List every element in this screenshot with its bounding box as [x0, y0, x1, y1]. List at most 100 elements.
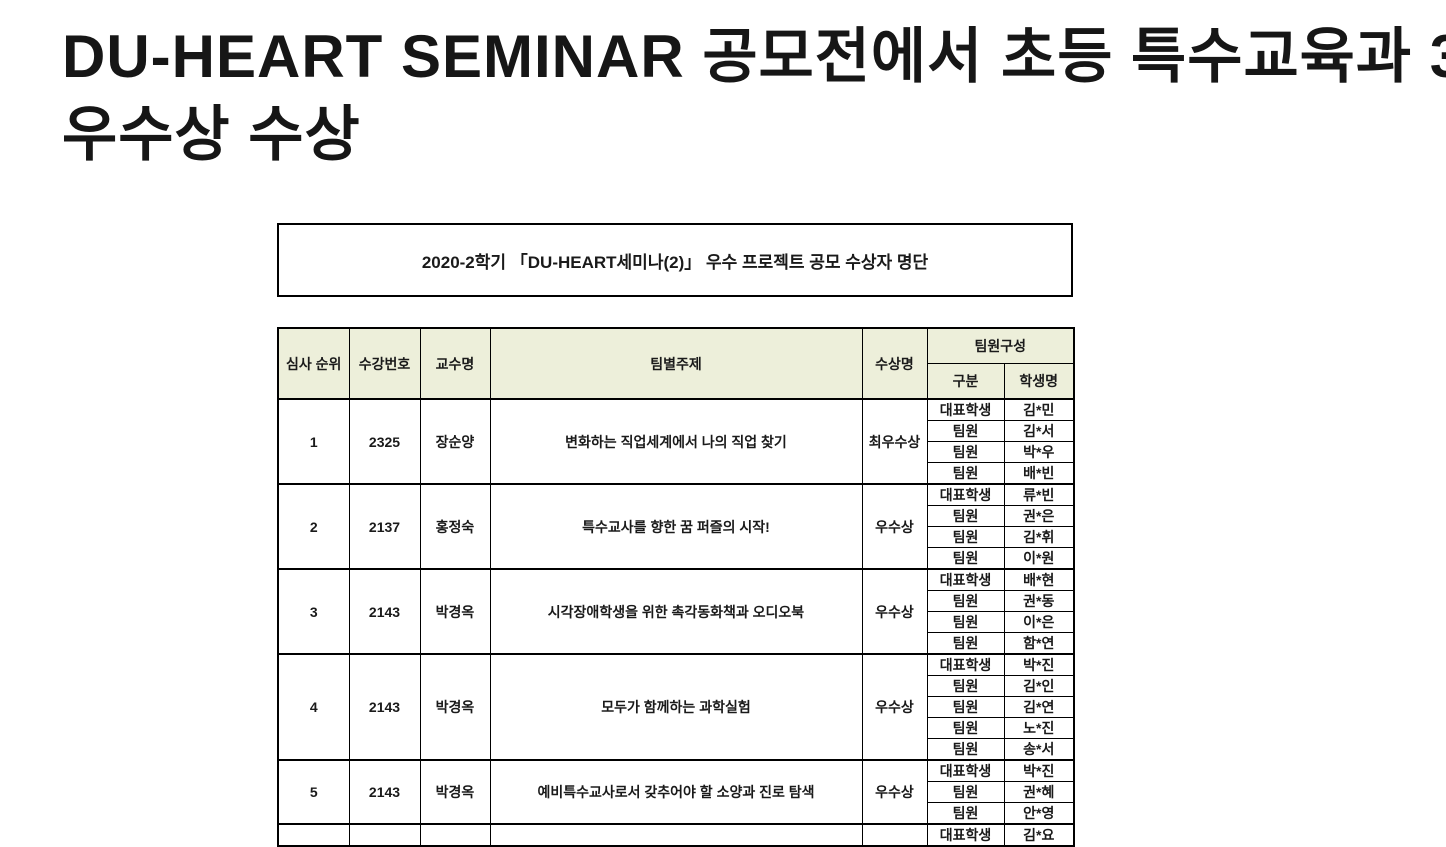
member-name-cell: 이*원: [1003, 547, 1075, 570]
topic-cell: 시각장애학생을 위한 촉각동화책과 오디오북: [489, 568, 863, 655]
award-cell: [861, 823, 928, 847]
professor-cell: 장순양: [419, 398, 491, 485]
member-role-cell: 팀원: [926, 547, 1005, 570]
topic-cell: 모두가 함께하는 과학실험: [489, 653, 863, 761]
member-role-cell: 팀원: [926, 420, 1005, 442]
member-role-cell: 팀원: [926, 696, 1005, 718]
header-award: 수상명: [861, 327, 928, 400]
rank-cell: 4: [277, 653, 350, 761]
member-role-cell: 팀원: [926, 462, 1005, 485]
winner-row-4-member-2: 팀원 김*인: [278, 675, 1075, 697]
topic-cell: 변화하는 직업세계에서 나의 직업 찾기: [489, 398, 863, 485]
course-no-cell: [348, 823, 421, 847]
winners-table-header: 심사 순위 수강번호 교수명 팀별주제 수상명 팀원구성 구분 학생명: [277, 327, 1075, 400]
member-role-cell: 대표학생: [926, 568, 1005, 591]
rank-cell: 2: [277, 483, 350, 570]
member-role-cell: 팀원: [926, 675, 1005, 697]
header-student: 학생명: [1003, 363, 1075, 400]
winner-row-4-member-1: 4 2143 박경옥 모두가 함께하는 과학실험 우수상 대표학생 박*진: [277, 653, 1075, 761]
member-name-cell: 권*은: [1003, 505, 1075, 527]
header-topic: 팀별주제: [489, 327, 863, 400]
topic-cell: 특수교사를 향한 꿈 퍼즐의 시작!: [489, 483, 863, 570]
winner-row-3-member-1: 3 2143 박경옥 시각장애학생을 위한 촉각동화책과 오디오북 우수상 대표학생 배*현: [277, 568, 1075, 655]
award-cell: 우수상: [861, 759, 928, 825]
member-role-cell: 대표학생: [926, 483, 1005, 506]
winners-table: 심사 순위 수강번호 교수명 팀별주제 수상명 팀원구성 구분 학생명 1 232…: [277, 327, 1075, 847]
member-role-cell: 팀원: [926, 611, 1005, 633]
member-name-cell: 박*진: [1003, 653, 1075, 676]
header-course-no: 수강번호: [348, 327, 421, 400]
member-role-cell: 대표학생: [926, 759, 1005, 782]
rank-cell: 1: [277, 398, 350, 485]
winner-row-5-member-1: 5 2143 박경옥 예비특수교사로서 갖추어야 할 소양과 진로 탐색 우수상 대표학생…: [277, 759, 1075, 825]
member-name-cell: 권*혜: [1003, 781, 1075, 803]
winner-row-4-member-3: 팀원 김*연: [278, 696, 1075, 718]
article-heading-line-2: 우수상 수상: [62, 101, 361, 168]
course-no-cell: 2143: [348, 653, 421, 761]
professor-cell: 박경옥: [419, 653, 491, 761]
article-heading: DU-HEART SEMINAR 공모전에서 초등 특수교육과 3팀 우수상 수…: [62, 18, 1446, 174]
award-table-caption-text: 2020-2학기 「DU-HEART세미나(2)」 우수 프로젝트 공모 수상자…: [421, 252, 929, 272]
rank-cell: 3: [277, 568, 350, 655]
topic-cell: [489, 823, 863, 847]
member-name-cell: 배*현: [1003, 568, 1075, 591]
member-name-cell: 권*동: [1003, 590, 1075, 612]
member-role-cell: 팀원: [926, 590, 1005, 612]
header-rank: 심사 순위: [277, 327, 350, 400]
award-cell: 우수상: [861, 483, 928, 570]
winners-table-body: 1 2325 장순양 변화하는 직업세계에서 나의 직업 찾기 최우수상 대표학생 김*민 팀…: [277, 398, 1075, 847]
header-team: 팀원구성: [926, 327, 1075, 364]
rank-cell: 5: [277, 759, 350, 825]
award-cell: 최우수상: [861, 398, 928, 485]
winner-row-1-member-1: 1 2325 장순양 변화하는 직업세계에서 나의 직업 찾기 최우수상 대표학생 김*민: [277, 398, 1075, 485]
member-name-cell: 송*서: [1003, 738, 1075, 761]
winner-row-1-member-3: 팀원 박*우: [278, 441, 1075, 463]
member-name-cell: 함*연: [1003, 632, 1075, 655]
member-name-cell: 배*빈: [1003, 462, 1075, 485]
course-no-cell: 2143: [348, 568, 421, 655]
member-role-cell: 팀원: [926, 738, 1005, 761]
rank-cell: [277, 823, 350, 847]
professor-cell: 홍정숙: [419, 483, 491, 570]
member-name-cell: 류*빈: [1003, 483, 1075, 506]
member-role-cell: 팀원: [926, 781, 1005, 803]
member-name-cell: 노*진: [1003, 717, 1075, 739]
winner-row-2-member-3: 팀원 김*휘: [278, 526, 1075, 548]
professor-cell: 박경옥: [419, 568, 491, 655]
professor-cell: 박경옥: [419, 759, 491, 825]
member-name-cell: 박*진: [1003, 759, 1075, 782]
member-role-cell: 대표학생: [926, 653, 1005, 676]
award-table-block: 2020-2학기 「DU-HEART세미나(2)」 우수 프로젝트 공모 수상자…: [277, 223, 1075, 847]
member-name-cell: 김*민: [1003, 398, 1075, 421]
member-role-cell: 팀원: [926, 632, 1005, 655]
member-name-cell: 박*우: [1003, 441, 1075, 463]
topic-cell: 예비특수교사로서 갖추어야 할 소양과 진로 탐색: [489, 759, 863, 825]
award-table-caption: 2020-2학기 「DU-HEART세미나(2)」 우수 프로젝트 공모 수상자…: [277, 223, 1073, 297]
member-name-cell: 김*인: [1003, 675, 1075, 697]
member-role-cell: 팀원: [926, 505, 1005, 527]
header-role: 구분: [926, 363, 1005, 400]
winner-row-4-member-5: 팀원 송*서: [278, 738, 1075, 761]
winner-row-3-member-3: 팀원 이*은: [278, 611, 1075, 633]
member-name-cell: 김*연: [1003, 696, 1075, 718]
article-heading-line-1: DU-HEART SEMINAR 공모전에서 초등 특수교육과 3팀: [62, 23, 1446, 90]
winner-row-5-member-2: 팀원 권*혜: [278, 781, 1075, 803]
member-role-cell: 팀원: [926, 717, 1005, 739]
winner-row-3-member-4: 팀원 함*연: [278, 632, 1075, 655]
member-role-cell: 팀원: [926, 441, 1005, 463]
award-cell: 우수상: [861, 653, 928, 761]
member-name-cell: 김*휘: [1003, 526, 1075, 548]
member-role-cell: 대표학생: [926, 823, 1005, 847]
member-name-cell: 안*영: [1003, 802, 1075, 825]
winner-row-1-member-4: 팀원 배*빈: [278, 462, 1075, 485]
winner-row-6-member-1: 대표학생 김*요: [277, 823, 1075, 847]
course-no-cell: 2325: [348, 398, 421, 485]
professor-cell: [419, 823, 491, 847]
member-name-cell: 김*서: [1003, 420, 1075, 442]
header-professor: 교수명: [419, 327, 491, 400]
winner-row-2-member-1: 2 2137 홍정숙 특수교사를 향한 꿈 퍼즐의 시작! 우수상 대표학생 류*빈: [277, 483, 1075, 570]
member-role-cell: 대표학생: [926, 398, 1005, 421]
award-cell: 우수상: [861, 568, 928, 655]
member-role-cell: 팀원: [926, 526, 1005, 548]
